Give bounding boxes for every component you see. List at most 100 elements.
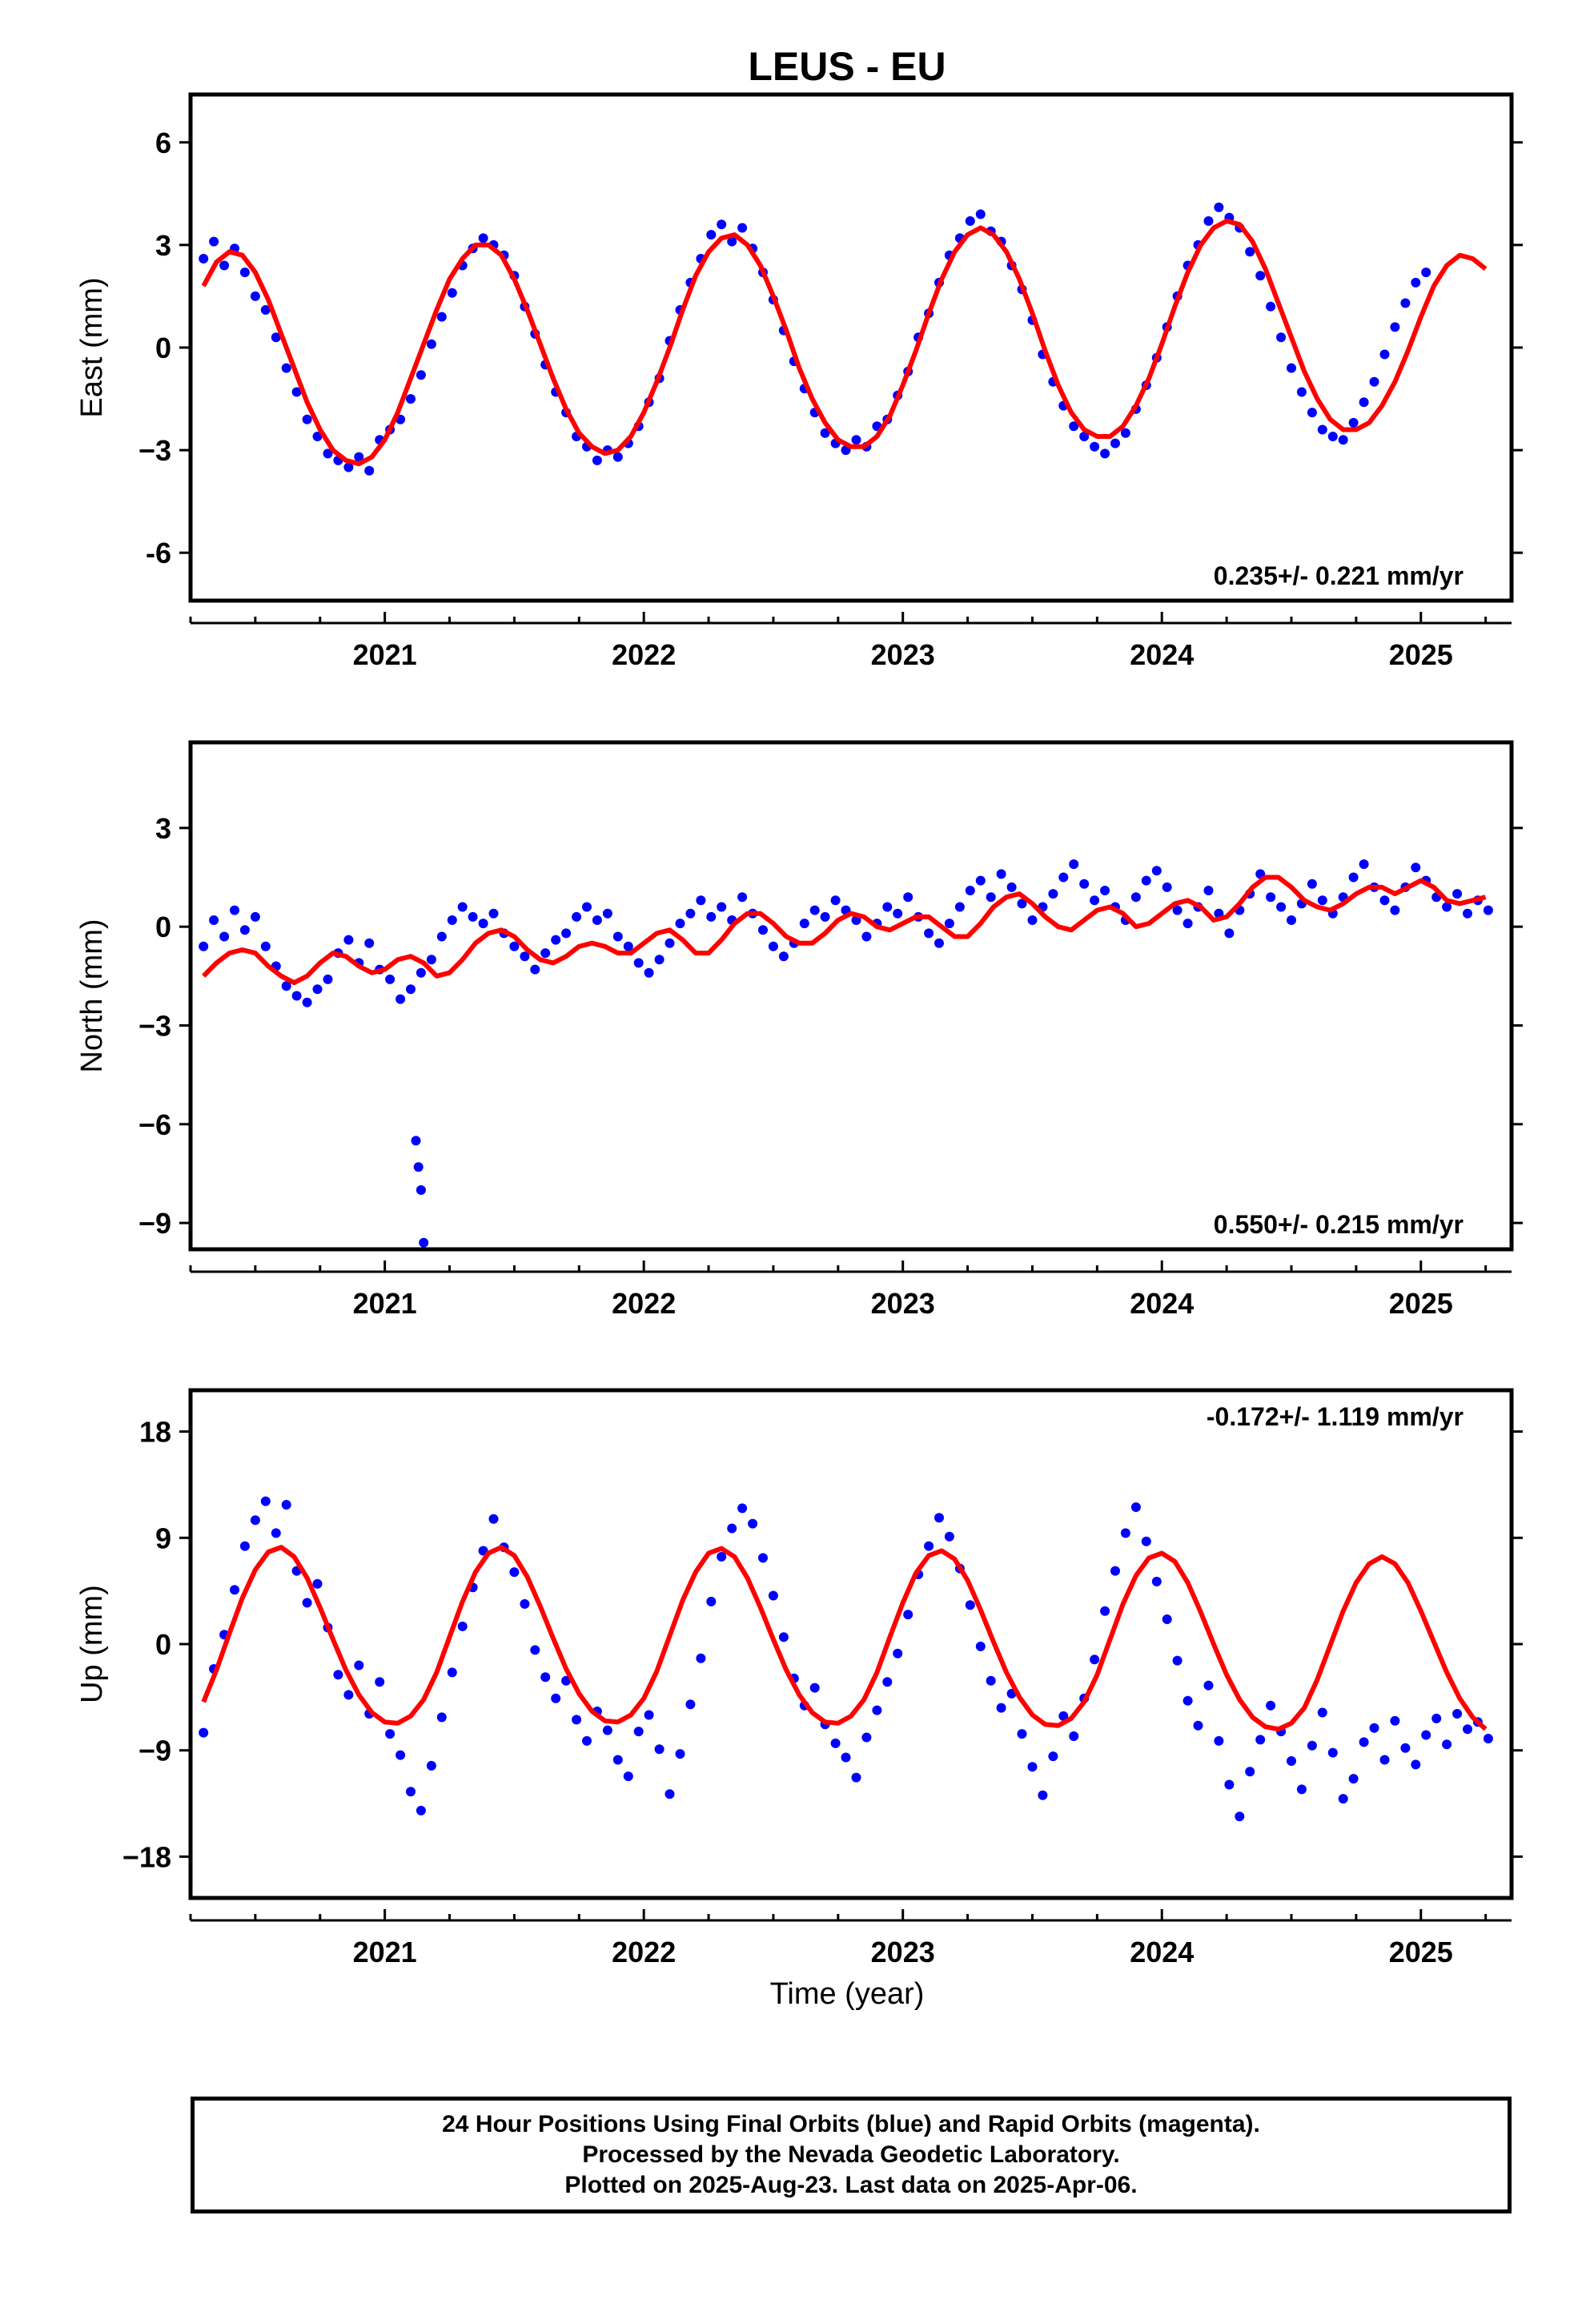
footer-line-1: 24 Hour Positions Using Final Orbits (bl… — [442, 2111, 1260, 2137]
up-point — [488, 1514, 499, 1524]
north-point — [1463, 908, 1472, 919]
up-point — [1193, 1720, 1203, 1731]
north-point — [882, 902, 893, 912]
up-point — [333, 1670, 343, 1680]
east-point — [1473, 0, 1483, 5]
up-point — [239, 1541, 250, 1551]
north-x-tick-label: 2021 — [353, 1287, 417, 1320]
east-point — [1390, 322, 1400, 332]
north-point — [1390, 905, 1400, 915]
north-point — [1379, 895, 1390, 906]
up-point — [1162, 1614, 1172, 1624]
up-point — [1090, 1655, 1100, 1665]
east-point — [727, 236, 737, 247]
east-x-tick-label: 2025 — [1389, 638, 1453, 671]
north-point — [1130, 892, 1141, 903]
footer-line-2: Processed by the Nevada Geodetic Laborat… — [582, 2141, 1120, 2168]
up-point — [1359, 1737, 1369, 1747]
north-x-tick-label: 2023 — [871, 1287, 935, 1320]
up-point — [1400, 1743, 1411, 1753]
up-point — [1038, 1790, 1048, 1800]
east-point — [1369, 376, 1379, 387]
up-point — [1017, 1729, 1027, 1739]
up-point — [717, 1551, 727, 1562]
up-point — [230, 1585, 239, 1595]
up-point — [1287, 1756, 1296, 1766]
x-axis-label: Time (year) — [770, 1977, 925, 2011]
up-point — [1411, 1759, 1421, 1770]
north-panel: 3 0 −3 −6 −9 2021 2022 2023 2024 2025 North (mm) 0.… — [75, 740, 1523, 1320]
north-point — [685, 908, 696, 919]
up-point — [675, 1749, 685, 1759]
up-point — [1369, 1723, 1379, 1733]
chart-title: LEUS - EU — [748, 44, 946, 89]
north-point — [1483, 905, 1493, 915]
up-x-tick-label: 2022 — [612, 1936, 676, 1968]
east-rate-label: 0.235+/- 0.221 mm/yr — [1214, 561, 1464, 590]
footer-line-3: Plotted on 2025-Aug-23. Last data on 202… — [564, 2172, 1138, 2198]
east-point — [1287, 363, 1296, 373]
east-y-tick-label: 6 — [155, 127, 171, 159]
north-point — [509, 941, 520, 951]
up-point — [1203, 1680, 1214, 1691]
up-point — [1379, 1755, 1390, 1765]
north-x-tick-label: 2024 — [1130, 1287, 1194, 1320]
up-point — [1348, 1774, 1359, 1784]
north-point — [250, 911, 260, 922]
north-point — [385, 974, 396, 984]
up-point — [975, 1641, 986, 1651]
north-point — [419, 1237, 429, 1248]
east-point — [1452, 0, 1462, 5]
up-point — [768, 1590, 778, 1601]
up-point — [1452, 1709, 1463, 1719]
north-point — [717, 902, 727, 912]
up-point — [396, 1750, 406, 1760]
east-point — [737, 223, 748, 233]
east-frame — [188, 92, 1514, 603]
north-point — [665, 938, 675, 948]
up-point — [530, 1645, 540, 1655]
up-y-tick-label: 0 — [155, 1628, 171, 1661]
east-point — [820, 428, 830, 438]
north-point — [312, 984, 323, 995]
east-point — [312, 432, 323, 441]
up-y-tick-label: 18 — [139, 1416, 171, 1449]
up-point — [934, 1513, 944, 1523]
north-point — [592, 915, 602, 925]
east-point — [1338, 435, 1348, 445]
north-point — [737, 892, 748, 903]
east-point — [1359, 397, 1369, 408]
up-point — [1483, 1734, 1493, 1743]
north-point — [582, 902, 592, 912]
up-point — [706, 1596, 717, 1606]
east-point — [975, 209, 986, 219]
north-point — [406, 984, 416, 995]
north-point — [1141, 875, 1151, 886]
east-point — [1327, 432, 1338, 441]
up-point — [737, 1503, 748, 1514]
up-point — [582, 1735, 592, 1746]
north-point — [602, 908, 612, 919]
east-point — [354, 452, 364, 462]
east-point — [281, 363, 291, 373]
up-point — [633, 1727, 644, 1737]
north-point — [411, 1136, 421, 1146]
north-point — [520, 951, 530, 962]
north-point — [975, 875, 986, 886]
north-point — [1058, 872, 1069, 883]
up-point — [1048, 1751, 1058, 1762]
north-point — [1048, 889, 1058, 899]
up-point — [602, 1725, 612, 1735]
up-y-tick-label: 9 — [155, 1522, 171, 1554]
up-point — [426, 1760, 436, 1771]
up-point — [436, 1712, 447, 1723]
up-point — [685, 1699, 696, 1710]
east-point — [1255, 271, 1266, 281]
north-point — [1411, 862, 1421, 873]
up-point — [343, 1690, 354, 1700]
east-point — [1090, 441, 1100, 452]
north-point — [768, 941, 778, 951]
east-x-tick-label: 2023 — [871, 638, 935, 671]
north-point — [1452, 889, 1463, 899]
up-y-tick-label: −9 — [139, 1735, 171, 1767]
